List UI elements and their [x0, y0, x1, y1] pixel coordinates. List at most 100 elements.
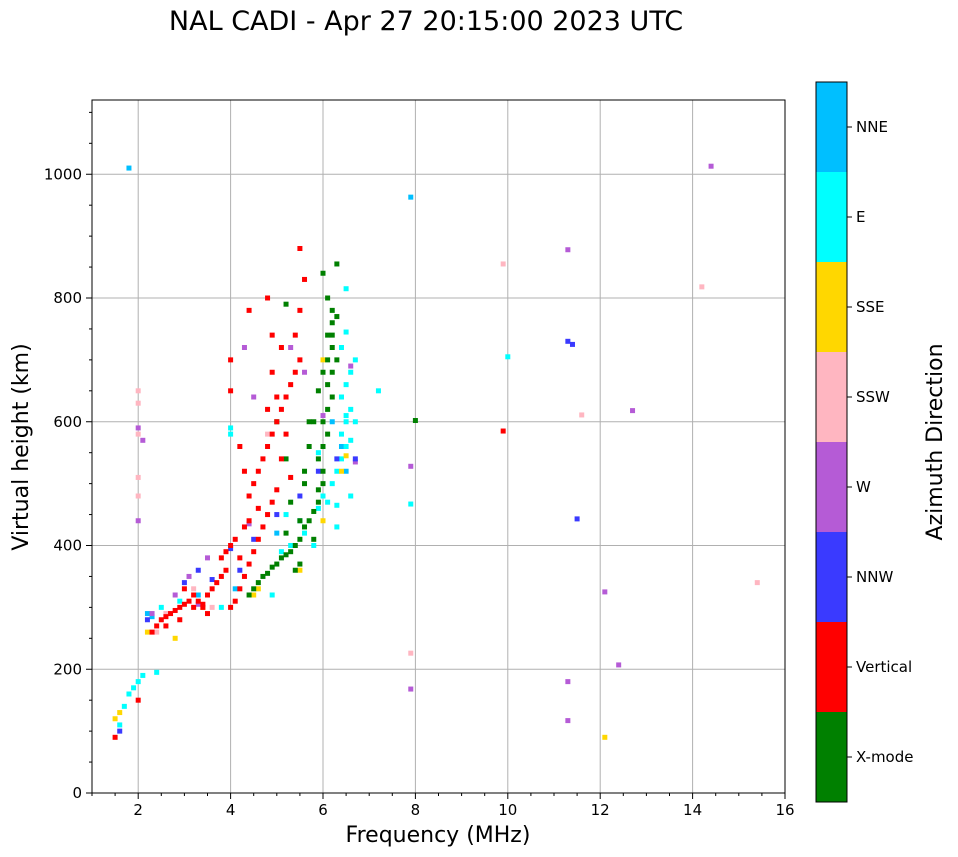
- data-point: [616, 662, 622, 668]
- data-point: [334, 524, 340, 530]
- data-point: [117, 728, 123, 734]
- data-point: [214, 580, 220, 586]
- data-point: [251, 549, 257, 555]
- data-point: [218, 555, 224, 561]
- data-point: [408, 194, 414, 200]
- data-point: [205, 592, 210, 598]
- data-point: [149, 629, 155, 635]
- data-point: [126, 691, 132, 697]
- y-tick-label: 400: [53, 537, 82, 555]
- x-tick-label: 10: [498, 801, 517, 819]
- data-point: [251, 586, 257, 592]
- colorbar-tick-label: Vertical: [856, 658, 912, 676]
- data-point: [251, 536, 257, 542]
- data-point: [278, 406, 284, 412]
- data-point: [320, 419, 326, 425]
- data-point: [343, 444, 349, 449]
- data-point: [320, 481, 326, 487]
- data-point: [205, 555, 210, 561]
- data-point: [320, 413, 326, 419]
- data-point: [269, 564, 275, 570]
- data-point: [135, 679, 141, 685]
- data-point: [154, 629, 160, 635]
- data-point: [283, 301, 289, 307]
- data-point: [315, 499, 321, 505]
- data-point: [172, 635, 178, 641]
- data-point: [343, 286, 349, 292]
- data-point: [334, 502, 340, 508]
- y-axis-label: Virtual height (km): [9, 343, 34, 550]
- data-point: [302, 276, 308, 282]
- data-point: [237, 555, 243, 561]
- data-point: [274, 487, 280, 493]
- data-point: [334, 357, 340, 363]
- colorbar-segment: [816, 352, 847, 442]
- data-point: [302, 468, 308, 474]
- data-point: [228, 431, 234, 437]
- data-point: [172, 607, 178, 613]
- x-tick-label: 12: [591, 801, 610, 819]
- data-point: [569, 341, 575, 347]
- data-point: [408, 650, 414, 656]
- data-point: [269, 431, 275, 437]
- data-point: [195, 601, 201, 607]
- data-point: [306, 419, 312, 425]
- data-point: [754, 580, 760, 586]
- data-point: [315, 456, 321, 462]
- data-point: [154, 623, 160, 629]
- data-point: [246, 307, 252, 313]
- data-point: [311, 536, 317, 542]
- data-point: [265, 570, 271, 576]
- data-point: [338, 431, 344, 437]
- data-point: [251, 481, 257, 487]
- data-point: [265, 295, 271, 301]
- series-sse: [112, 357, 608, 740]
- data-point: [135, 388, 141, 394]
- data-point: [325, 295, 331, 301]
- data-point: [329, 419, 335, 425]
- data-point: [144, 617, 150, 623]
- data-point: [343, 419, 349, 425]
- data-point: [292, 369, 298, 375]
- data-point: [408, 463, 414, 469]
- data-point: [283, 512, 289, 518]
- data-point: [195, 598, 201, 604]
- data-point: [297, 493, 303, 499]
- data-point: [302, 481, 308, 487]
- data-point: [260, 456, 266, 462]
- data-point: [218, 604, 224, 610]
- data-point: [135, 493, 141, 499]
- data-point: [232, 536, 238, 542]
- data-point: [408, 501, 414, 507]
- data-point: [269, 499, 275, 505]
- x-tick-label: 8: [411, 801, 421, 819]
- data-point: [288, 474, 294, 480]
- data-point: [302, 369, 308, 375]
- data-point: [144, 611, 150, 617]
- data-point: [311, 543, 317, 548]
- data-point: [135, 697, 141, 703]
- data-point: [274, 561, 280, 567]
- data-point: [315, 388, 321, 394]
- data-point: [251, 394, 257, 400]
- data-point: [288, 543, 294, 548]
- data-point: [352, 357, 358, 363]
- data-point: [574, 516, 580, 522]
- data-point: [412, 418, 418, 424]
- colorbar-segment: [816, 712, 847, 802]
- data-point: [209, 586, 215, 592]
- colorbar-label: Azimuth Direction: [923, 343, 948, 540]
- data-point: [246, 592, 252, 598]
- y-axis: 0 200 400 600 800 1000: [44, 111, 92, 802]
- data-point: [251, 592, 257, 598]
- data-point: [288, 345, 294, 350]
- data-point: [265, 512, 271, 518]
- data-point: [329, 394, 335, 400]
- series-vertical: [112, 246, 506, 740]
- data-point: [135, 431, 141, 437]
- data-point: [218, 573, 224, 579]
- data-point: [237, 586, 243, 592]
- data-point: [172, 592, 178, 598]
- data-point: [297, 567, 303, 573]
- data-point: [329, 369, 335, 375]
